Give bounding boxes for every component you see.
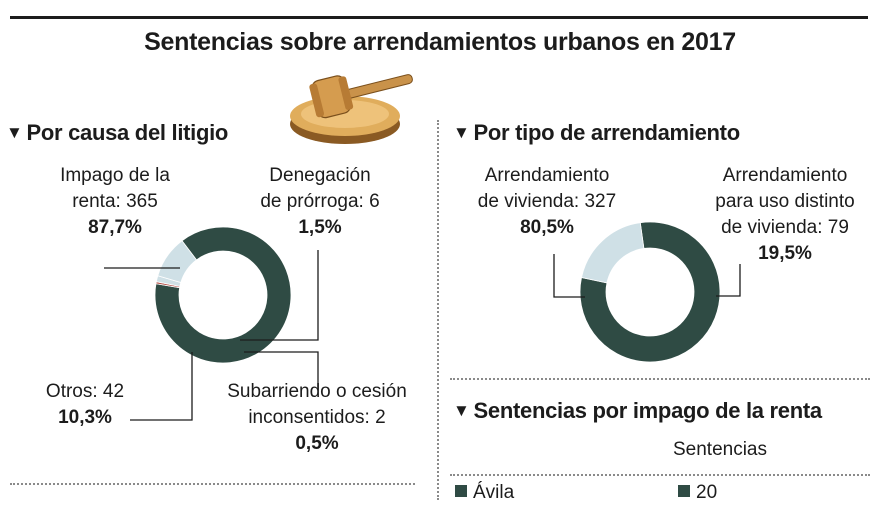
label-uso-distinto-line2: para uso distinto [715, 191, 855, 212]
causa-slice-3 [157, 240, 198, 284]
label-impago-line2: renta: 365 [72, 191, 158, 212]
label-impago-line1: Impago de la [60, 165, 170, 186]
gavel-icon [290, 74, 413, 144]
triangle-down-icon: ▼ [6, 123, 23, 142]
donut-chart-tipo [553, 221, 741, 363]
label-prorroga: Denegación de prórroga: 6 1,5% [245, 163, 395, 241]
heading-tipo: ▼ Por tipo de arrendamiento [453, 120, 740, 146]
table-row-value: 20 [678, 480, 717, 506]
label-impago-percent: 87,7% [88, 217, 142, 238]
causa-slice-0 [154, 226, 292, 364]
chart-title: Sentencias sobre arrendamientos urbanos … [144, 28, 736, 56]
heading-tipo-text: Por tipo de arrendamiento [473, 120, 741, 145]
triangle-down-icon: ▼ [453, 401, 470, 420]
tipo-slice-1 [581, 222, 645, 284]
heading-impago: ▼ Sentencias por impago de la renta [453, 398, 822, 424]
top-rule [10, 16, 868, 19]
leader-vivienda [553, 254, 585, 298]
label-uso-distinto-percent: 19,5% [758, 243, 812, 264]
label-prorroga-line2: de prórroga: 6 [260, 191, 380, 212]
donut-chart-causa [104, 226, 319, 421]
label-subarriendo-line1: Subarriendo o cesión [227, 381, 407, 402]
label-subarriendo-line2: inconsentidos: 2 [248, 407, 386, 428]
heading-impago-text: Sentencias por impago de la renta [473, 398, 823, 423]
tipo-slice-0 [579, 221, 721, 363]
label-vivienda-percent: 80,5% [520, 217, 574, 238]
label-impago: Impago de la renta: 365 87,7% [40, 163, 190, 241]
label-prorroga-line1: Denegación [269, 165, 371, 186]
label-otros: Otros: 42 10,3% [40, 379, 130, 431]
label-vivienda-line2: de vivienda: 327 [477, 191, 617, 212]
table-cell-value: 20 [696, 482, 718, 503]
label-subarriendo: Subarriendo o cesión inconsentidos: 2 0,… [212, 379, 422, 457]
label-vivienda: Arrendamiento de vivienda: 327 80,5% [472, 163, 622, 241]
table-row-category: Ávila [455, 480, 514, 506]
table-cell-province: Ávila [473, 482, 515, 503]
divider-right [450, 378, 870, 380]
label-otros-line1: Otros: 42 [45, 381, 125, 402]
divider-bottom-left [10, 483, 415, 485]
leader-prorroga [240, 250, 319, 341]
leader-uso-distinto [716, 264, 741, 297]
column-label-sentencias: Sentencias [672, 439, 767, 460]
row-marker-icon [455, 485, 467, 497]
label-vivienda-line1: Arrendamiento [484, 165, 610, 186]
label-uso-distinto-line3: de vivienda: 79 [721, 217, 849, 238]
vertical-divider [437, 120, 439, 500]
label-otros-percent: 10,3% [58, 407, 112, 428]
heading-causa: ▼ Por causa del litigio [6, 120, 228, 146]
bar-mark-icon [678, 485, 690, 497]
label-prorroga-percent: 1,5% [298, 217, 342, 238]
heading-causa-text: Por causa del litigio [26, 120, 229, 145]
triangle-down-icon: ▼ [453, 123, 470, 142]
divider-impago [450, 474, 870, 476]
leader-subarriendo [244, 351, 319, 390]
leader-otros [130, 352, 193, 421]
label-uso-distinto-line1: Arrendamiento [722, 165, 848, 186]
label-uso-distinto: Arrendamiento para uso distinto de vivie… [695, 163, 875, 267]
label-subarriendo-percent: 0,5% [295, 433, 339, 454]
